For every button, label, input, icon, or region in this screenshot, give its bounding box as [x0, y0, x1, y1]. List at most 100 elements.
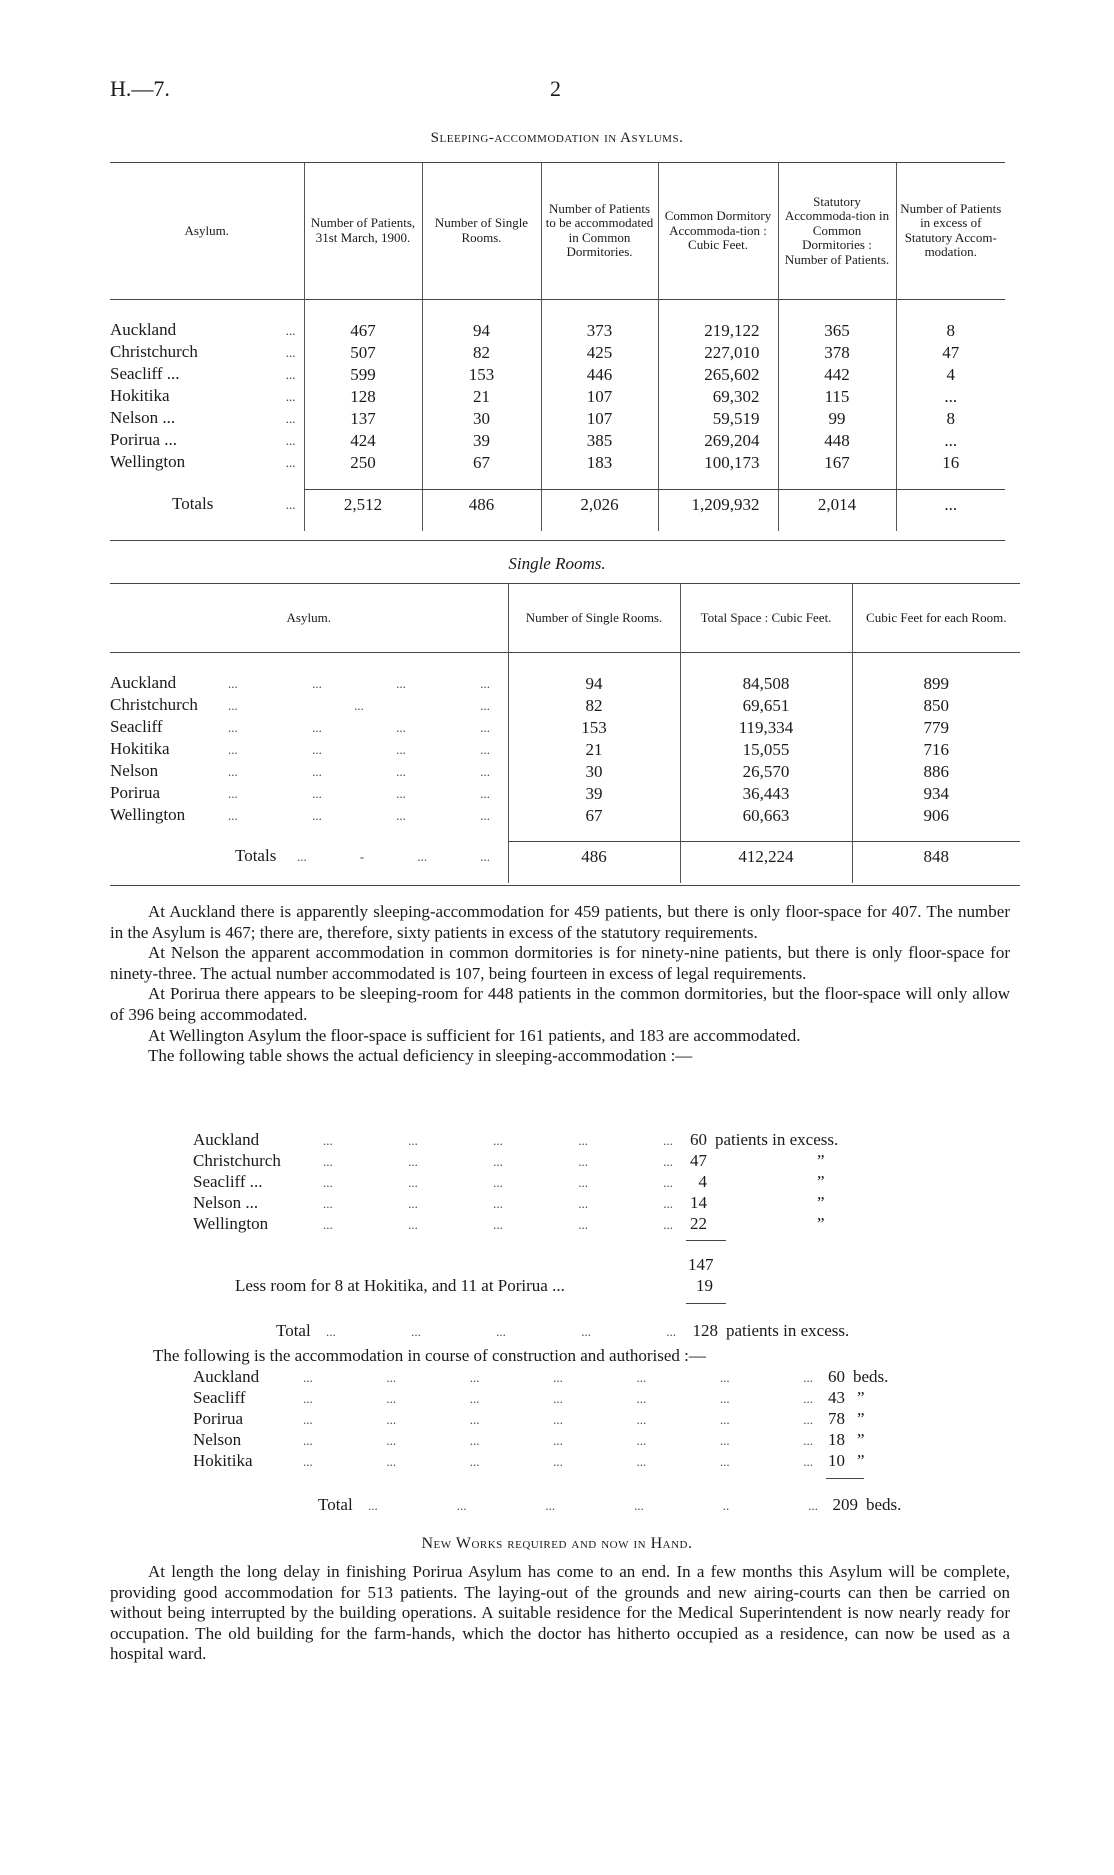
cell-patients: 128: [303, 385, 422, 407]
item-value: 22: [690, 1214, 707, 1233]
leader-dots: ... ... ... ... ... ... ...: [303, 1433, 813, 1448]
cell-single: 82: [421, 341, 541, 363]
leader-dots: ...: [285, 323, 296, 338]
cell-single: 94: [507, 672, 680, 694]
table-row: Seacliff ...... 599 153 446 265,602 442 4: [110, 363, 1005, 385]
cell-excess: 8: [895, 407, 1005, 429]
construction-total-row: Total ... ... ... ... .. ... 209 beds.: [318, 1494, 901, 1515]
item-unit: ”: [817, 1172, 825, 1191]
cell-per_room: 899: [851, 672, 1020, 694]
list-item: Hokitika ... ... ... ... ... ... ... 10 ”: [193, 1450, 953, 1471]
cell-single: 67: [507, 804, 680, 826]
leader-dots: ... ... ... ...: [228, 676, 490, 691]
cell-single: 153: [507, 716, 680, 738]
asylum-name: Christchurch: [110, 695, 198, 714]
construction-intro: The following is the accommodation in co…: [153, 1346, 706, 1365]
table-row: Hokitika... 128 21 107 69,302 115...: [110, 385, 1005, 407]
totals-label: Totals: [172, 494, 214, 513]
subtotal-rule: [686, 1240, 726, 1241]
deficiency-total-label: Total: [276, 1321, 311, 1340]
leader-dots: ... ... ... ... ...: [323, 1175, 673, 1190]
table-row: Seacliff ... ... ... ... 153 119,334 779: [110, 716, 1020, 738]
list-item: Seacliff ... ... ... ... ... ... 4 ”: [193, 1171, 953, 1192]
document-reference: H.—7.: [110, 76, 170, 101]
cell-patients: 599: [303, 363, 422, 385]
cell-excess: ...: [895, 385, 1005, 407]
totals-row: Totals ... - ... ... 486 412,224 848: [110, 841, 1020, 883]
leader-dots: ...: [285, 411, 296, 426]
item-name: Porirua: [193, 1409, 244, 1428]
total-single: 486: [507, 841, 680, 883]
cell-statutory: 448: [777, 429, 896, 451]
table2-title: Single Rooms.: [508, 554, 606, 573]
construction-total-dots: ... ... ... ... .. ...: [368, 1498, 818, 1513]
item-value: 4: [698, 1172, 708, 1191]
item-name: Nelson: [193, 1430, 242, 1449]
cell-space: 60,663: [679, 804, 852, 826]
leader-dots: ... ... ... ... ...: [323, 1217, 673, 1232]
table1-top-rule: [110, 162, 1005, 163]
item-value: 78: [828, 1409, 845, 1428]
deficiency-list: Auckland ... ... ... ... ... 60 patients in…: [193, 1129, 953, 1234]
item-unit: ”: [817, 1193, 825, 1212]
cell-single: 30: [421, 407, 541, 429]
cell-single: 21: [421, 385, 541, 407]
asylum-name: Auckland: [110, 320, 177, 339]
total-per_room: 848: [851, 841, 1020, 883]
list-item: Seacliff ... ... ... ... ... ... ... 43 ”: [193, 1387, 953, 1408]
paragraph-porirua: At Porirua there appears to be sleeping-…: [110, 984, 1010, 1024]
leader-dots: ... ... ... ...: [228, 742, 490, 757]
total-statutory: 2,014: [777, 489, 896, 531]
item-value: 60: [690, 1130, 707, 1149]
item-value: 14: [690, 1193, 707, 1212]
cell-statutory: 99: [777, 407, 896, 429]
item-unit: ”: [857, 1451, 865, 1470]
table2-top-rule: [110, 583, 1020, 584]
cell-patients: 507: [303, 341, 422, 363]
cell-single: 153: [421, 363, 541, 385]
leader-dots: ... ... ... ... ... ... ...: [303, 1370, 813, 1385]
total-excess: ...: [895, 489, 1005, 531]
cell-common: 107: [540, 385, 658, 407]
list-item: Nelson ... ... ... ... ... ... ... 18 ”: [193, 1429, 953, 1450]
column-header: Total Space : Cubic Feet.: [679, 584, 852, 652]
table1-title: Sleeping-accommodation in Asylums.: [430, 130, 684, 146]
deficiency-total-dots: ... ... ... ... ...: [326, 1324, 676, 1339]
deficiency-less-value: 19: [696, 1276, 713, 1295]
cell-per_room: 934: [851, 782, 1020, 804]
table-row: Wellington ... ... ... ... 67 60,663 906: [110, 804, 1020, 826]
asylum-name: Porirua: [110, 783, 161, 802]
item-unit: patients in excess.: [715, 1130, 839, 1149]
cell-per_room: 886: [851, 760, 1020, 782]
deficiency-subtotal: 147: [688, 1255, 714, 1274]
table-row: Auckland... 467 94 373 219,122 365 8: [110, 319, 1005, 341]
cell-common: 107: [540, 407, 658, 429]
cell-common: 425: [540, 341, 658, 363]
table-row: Wellington... 250 67 183 100,173 167 16: [110, 451, 1005, 473]
paragraph-wellington: At Wellington Asylum the floor-space is …: [148, 1025, 801, 1045]
leader-dots: ...: [285, 367, 296, 382]
construction-total-number: 209: [832, 1495, 859, 1514]
table-row: Christchurch... 507 82 425 227,010 378 47: [110, 341, 1005, 363]
item-name: Hokitika: [193, 1451, 253, 1470]
cell-single: 82: [507, 694, 680, 716]
cell-cubic: 227,010: [657, 341, 778, 363]
leader-dots: ... ... ...: [228, 698, 490, 713]
commentary: At Auckland there is apparently sleeping…: [110, 902, 1010, 1067]
cell-space: 15,055: [679, 738, 852, 760]
cell-cubic: 59,519: [657, 407, 778, 429]
cell-statutory: 442: [777, 363, 896, 385]
cell-excess: 4: [895, 363, 1005, 385]
table2-bottom-rule: [110, 885, 1020, 886]
item-name: Nelson ...: [193, 1193, 259, 1212]
cell-single: 21: [507, 738, 680, 760]
cell-excess: 16: [895, 451, 1005, 473]
asylum-name: Hokitika: [110, 739, 170, 758]
item-value: 18: [828, 1430, 845, 1449]
cell-single: 94: [421, 319, 541, 341]
new-works-paragraph: At length the long delay in finishing Po…: [110, 1562, 1010, 1664]
cell-patients: 250: [303, 451, 422, 473]
cell-single: 67: [421, 451, 541, 473]
totals-label: Totals: [235, 846, 277, 865]
table1-bottom-rule: [110, 540, 1005, 541]
